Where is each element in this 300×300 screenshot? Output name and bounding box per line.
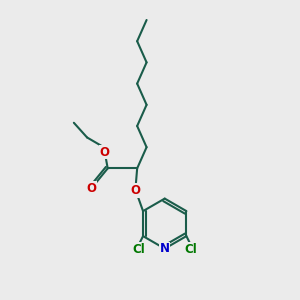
Text: O: O: [86, 182, 97, 195]
Text: O: O: [131, 184, 141, 197]
Text: O: O: [100, 146, 110, 159]
Text: Cl: Cl: [132, 243, 145, 256]
Text: Cl: Cl: [184, 243, 197, 256]
Text: N: N: [160, 242, 170, 255]
